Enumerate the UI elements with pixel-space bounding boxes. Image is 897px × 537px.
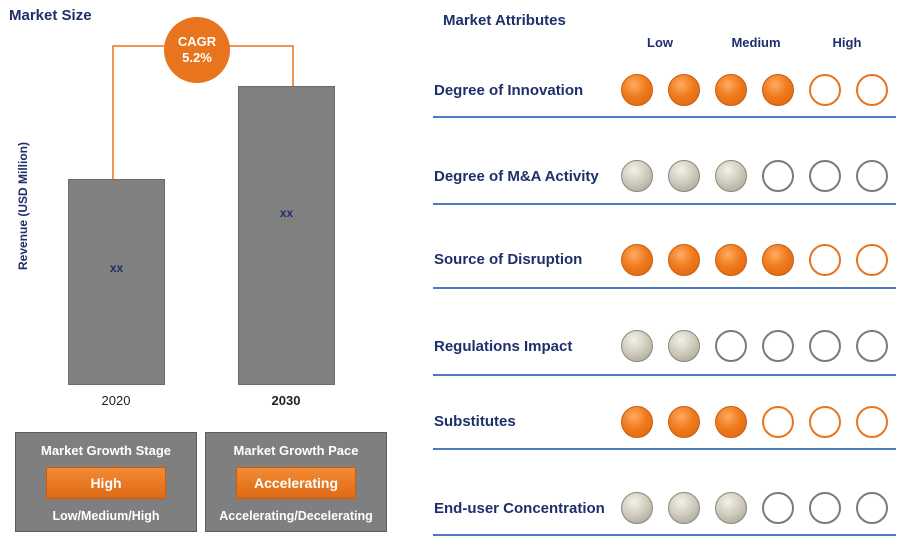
bar-2020 xyxy=(68,179,165,385)
growth-pace-title: Market Growth Pace xyxy=(233,443,359,458)
scale-medium: Medium xyxy=(731,35,781,50)
rating-dot-filled xyxy=(715,160,747,192)
rating-dot-empty xyxy=(809,406,841,438)
rating-dot-filled xyxy=(668,330,700,362)
rating-dot-filled xyxy=(621,330,653,362)
rating-dot-filled xyxy=(621,160,653,192)
cagr-label: CAGR xyxy=(177,34,217,49)
cagr-value: 5.2% xyxy=(182,50,212,65)
rating-dot-filled xyxy=(668,492,700,524)
attribute-label: End-user Concentration xyxy=(434,500,605,517)
growth-stage-title: Market Growth Stage xyxy=(40,443,172,458)
rating-dot-empty xyxy=(762,406,794,438)
rating-dot-empty xyxy=(856,160,888,192)
rating-dot-empty xyxy=(715,330,747,362)
growth-stage-options: Low/Medium/High xyxy=(52,509,160,523)
row-divider xyxy=(433,448,896,450)
rating-dot-empty xyxy=(856,330,888,362)
rating-dot-empty xyxy=(762,160,794,192)
rating-dot-filled xyxy=(762,74,794,106)
rating-dot-filled xyxy=(715,74,747,106)
row-divider xyxy=(433,374,896,376)
rating-dot-filled xyxy=(621,406,653,438)
attribute-label: Regulations Impact xyxy=(434,338,573,355)
rating-dot-empty xyxy=(762,330,794,362)
x-tick-2030: 2030 xyxy=(271,393,301,408)
row-divider xyxy=(433,534,896,536)
rating-dot-empty xyxy=(809,74,841,106)
growth-pace-options: Accelerating/Decelerating xyxy=(219,509,373,523)
rating-dot-empty xyxy=(762,492,794,524)
cagr-badge: CAGR 5.2% xyxy=(164,17,230,83)
attribute-label: Substitutes xyxy=(434,413,516,430)
rating-dot-filled xyxy=(668,160,700,192)
rating-dot-empty xyxy=(856,406,888,438)
rating-dot-filled xyxy=(621,244,653,276)
row-divider xyxy=(433,203,896,205)
rating-dot-empty xyxy=(856,244,888,276)
rating-dot-filled xyxy=(668,244,700,276)
growth-pace-value: Accelerating xyxy=(236,467,356,499)
attribute-label: Degree of M&A Activity xyxy=(434,168,599,185)
rating-dot-empty xyxy=(856,492,888,524)
row-divider xyxy=(433,287,896,289)
rating-dot-filled xyxy=(715,244,747,276)
rating-dot-filled xyxy=(621,492,653,524)
attribute-label: Degree of Innovation xyxy=(434,82,584,99)
market-attributes-title: Market Attributes xyxy=(443,12,566,29)
rating-dot-empty xyxy=(809,492,841,524)
rating-dot-filled xyxy=(668,406,700,438)
rating-dot-filled xyxy=(621,74,653,106)
scale-low: Low xyxy=(647,35,673,50)
market-size-title: Market Size xyxy=(9,7,92,24)
rating-dot-empty xyxy=(809,330,841,362)
rating-dot-empty xyxy=(856,74,888,106)
rating-dot-filled xyxy=(762,244,794,276)
bar-value-label-2020: xx xyxy=(109,261,124,276)
scale-high: High xyxy=(832,35,862,50)
market-growth-stage-panel: Market Growth Stage High Low/Medium/High xyxy=(15,432,197,532)
rating-dot-empty xyxy=(809,244,841,276)
x-tick-2020: 2020 xyxy=(101,393,131,408)
bar-value-label-2030: xx xyxy=(279,205,294,220)
rating-dot-empty xyxy=(809,160,841,192)
growth-stage-value: High xyxy=(46,467,166,499)
market-growth-pace-panel: Market Growth Pace Accelerating Accelera… xyxy=(205,432,387,532)
rating-dot-filled xyxy=(668,74,700,106)
attribute-label: Source of Disruption xyxy=(434,251,583,268)
bar-2030 xyxy=(238,86,335,385)
rating-dot-filled xyxy=(715,406,747,438)
row-divider xyxy=(433,116,896,118)
rating-dot-filled xyxy=(715,492,747,524)
